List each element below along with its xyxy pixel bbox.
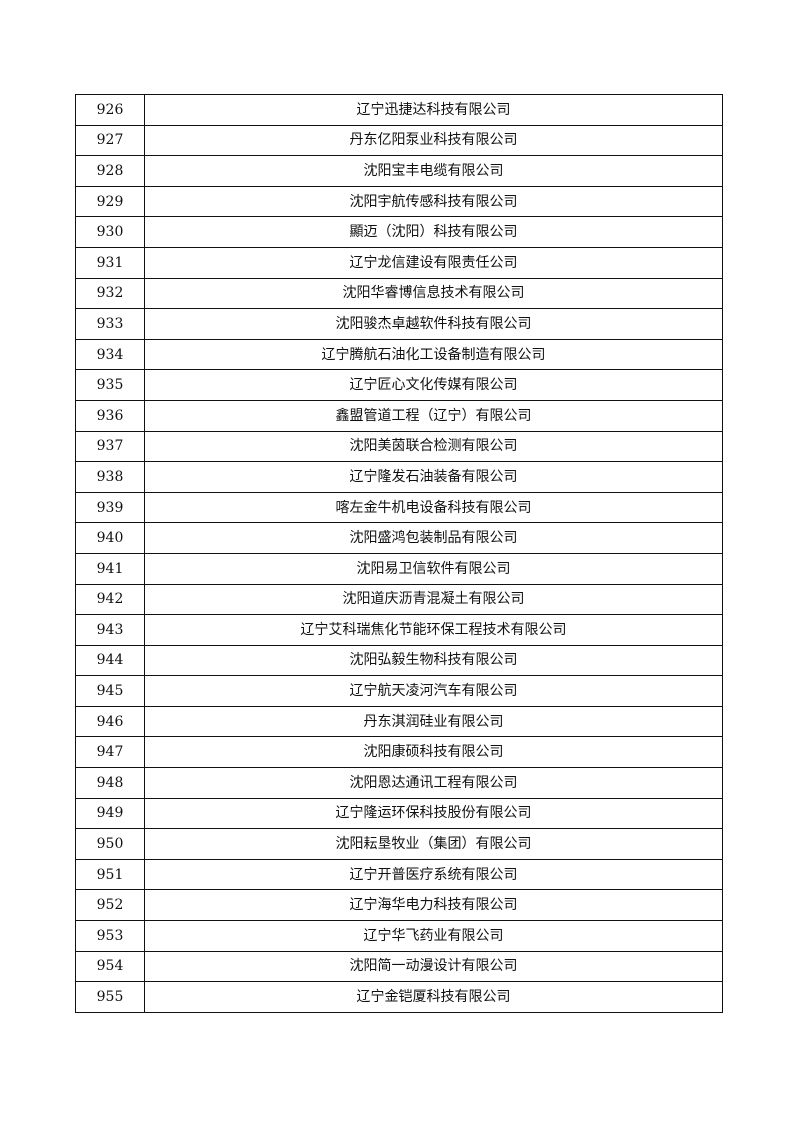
table-row: 949 辽宁隆运环保科技股份有限公司	[75, 797, 723, 830]
row-number: 950	[75, 828, 145, 860]
table-row: 946 丹东淇润硅业有限公司	[75, 705, 723, 738]
company-name: 沈阳宇航传感科技有限公司	[144, 185, 723, 218]
row-number: 935	[75, 369, 145, 401]
table-row: 929 沈阳宇航传感科技有限公司	[75, 185, 723, 218]
company-name: 沈阳美茵联合检测有限公司	[144, 430, 723, 463]
company-name: 辽宁迅捷达科技有限公司	[144, 94, 723, 126]
company-name: 沈阳恩达通讯工程有限公司	[144, 767, 723, 799]
row-number: 953	[75, 920, 145, 952]
row-number: 933	[75, 308, 145, 340]
table-row: 944 沈阳弘毅生物科技有限公司	[75, 644, 723, 677]
table-row: 953 辽宁华飞药业有限公司	[75, 920, 723, 952]
company-name: 丹东淇润硅业有限公司	[144, 705, 723, 738]
table-row: 932 沈阳华睿博信息技术有限公司	[75, 277, 723, 310]
row-number: 946	[75, 705, 145, 738]
company-name: 辽宁腾航石油化工设备制造有限公司	[144, 338, 723, 371]
company-name: 辽宁隆运环保科技股份有限公司	[144, 797, 723, 830]
company-name: 沈阳简一动漫设计有限公司	[144, 950, 723, 983]
table-row: 945 辽宁航天凌河汽车有限公司	[75, 675, 723, 707]
company-name: 辽宁华飞药业有限公司	[144, 920, 723, 952]
row-number: 936	[75, 399, 145, 432]
row-number: 947	[75, 736, 145, 769]
row-number: 951	[75, 858, 145, 891]
table-row: 930 顯迈（沈阳）科技有限公司	[75, 216, 723, 248]
table-row: 947 沈阳康硕科技有限公司	[75, 736, 723, 769]
table-row: 931 辽宁龙信建设有限责任公司	[75, 246, 723, 279]
company-name: 沈阳易卫信软件有限公司	[144, 552, 723, 585]
table-row: 938 辽宁隆发石油装备有限公司	[75, 461, 723, 493]
company-name: 辽宁龙信建设有限责任公司	[144, 246, 723, 279]
company-name: 丹东亿阳泵业科技有限公司	[144, 124, 723, 157]
table-row: 935 辽宁匠心文化传媒有限公司	[75, 369, 723, 401]
company-name: 辽宁开普医疗系统有限公司	[144, 858, 723, 891]
row-number: 955	[75, 981, 145, 1013]
table-row: 943 辽宁艾科瑞焦化节能环保工程技术有限公司	[75, 614, 723, 646]
company-name: 沈阳华睿博信息技术有限公司	[144, 277, 723, 310]
table-row: 942 沈阳道庆沥青混凝土有限公司	[75, 583, 723, 616]
table-row: 948 沈阳恩达通讯工程有限公司	[75, 767, 723, 799]
company-name: 沈阳盛鸿包装制品有限公司	[144, 522, 723, 554]
row-number: 945	[75, 675, 145, 707]
row-number: 927	[75, 124, 145, 157]
table-row: 933 沈阳骏杰卓越软件科技有限公司	[75, 308, 723, 340]
row-number: 952	[75, 889, 145, 922]
row-number: 937	[75, 430, 145, 463]
row-number: 930	[75, 216, 145, 248]
table-row: 939 喀左金牛机电设备科技有限公司	[75, 491, 723, 524]
company-name: 沈阳弘毅生物科技有限公司	[144, 644, 723, 677]
row-number: 926	[75, 94, 145, 126]
company-list-table: 926 辽宁迅捷达科技有限公司 927 丹东亿阳泵业科技有限公司 928 沈阳宝丰电缆有限…	[75, 94, 723, 1013]
company-name: 辽宁隆发石油装备有限公司	[144, 461, 723, 493]
table-row: 952 辽宁海华电力科技有限公司	[75, 889, 723, 922]
table-row: 941 沈阳易卫信软件有限公司	[75, 552, 723, 585]
table-row: 936 鑫盟管道工程（辽宁）有限公司	[75, 399, 723, 432]
table-row: 937 沈阳美茵联合检测有限公司	[75, 430, 723, 463]
row-number: 954	[75, 950, 145, 983]
row-number: 931	[75, 246, 145, 279]
company-name: 沈阳宝丰电缆有限公司	[144, 155, 723, 187]
row-number: 943	[75, 614, 145, 646]
row-number: 941	[75, 552, 145, 585]
company-name: 辽宁航天凌河汽车有限公司	[144, 675, 723, 707]
company-name: 沈阳道庆沥青混凝土有限公司	[144, 583, 723, 616]
company-name: 沈阳耘垦牧业（集团）有限公司	[144, 828, 723, 860]
row-number: 929	[75, 185, 145, 218]
row-number: 942	[75, 583, 145, 616]
company-name: 辽宁金铠厦科技有限公司	[144, 981, 723, 1013]
table-row: 955 辽宁金铠厦科技有限公司	[75, 981, 723, 1013]
row-number: 939	[75, 491, 145, 524]
row-number: 944	[75, 644, 145, 677]
table-body: 926 辽宁迅捷达科技有限公司 927 丹东亿阳泵业科技有限公司 928 沈阳宝丰电缆有限…	[75, 94, 723, 1013]
table-row: 928 沈阳宝丰电缆有限公司	[75, 155, 723, 187]
company-name: 顯迈（沈阳）科技有限公司	[144, 216, 723, 248]
table-row: 940 沈阳盛鸿包装制品有限公司	[75, 522, 723, 554]
table-row: 926 辽宁迅捷达科技有限公司	[75, 94, 723, 126]
table-row: 927 丹东亿阳泵业科技有限公司	[75, 124, 723, 157]
row-number: 949	[75, 797, 145, 830]
table-row: 934 辽宁腾航石油化工设备制造有限公司	[75, 338, 723, 371]
table-row: 954 沈阳简一动漫设计有限公司	[75, 950, 723, 983]
company-name: 鑫盟管道工程（辽宁）有限公司	[144, 399, 723, 432]
company-name: 辽宁海华电力科技有限公司	[144, 889, 723, 922]
row-number: 934	[75, 338, 145, 371]
row-number: 948	[75, 767, 145, 799]
company-name: 辽宁匠心文化传媒有限公司	[144, 369, 723, 401]
row-number: 932	[75, 277, 145, 310]
row-number: 928	[75, 155, 145, 187]
row-number: 938	[75, 461, 145, 493]
company-name: 辽宁艾科瑞焦化节能环保工程技术有限公司	[144, 614, 723, 646]
table-row: 950 沈阳耘垦牧业（集团）有限公司	[75, 828, 723, 860]
company-name: 喀左金牛机电设备科技有限公司	[144, 491, 723, 524]
company-name: 沈阳康硕科技有限公司	[144, 736, 723, 769]
table-row: 951 辽宁开普医疗系统有限公司	[75, 858, 723, 891]
company-name: 沈阳骏杰卓越软件科技有限公司	[144, 308, 723, 340]
row-number: 940	[75, 522, 145, 554]
